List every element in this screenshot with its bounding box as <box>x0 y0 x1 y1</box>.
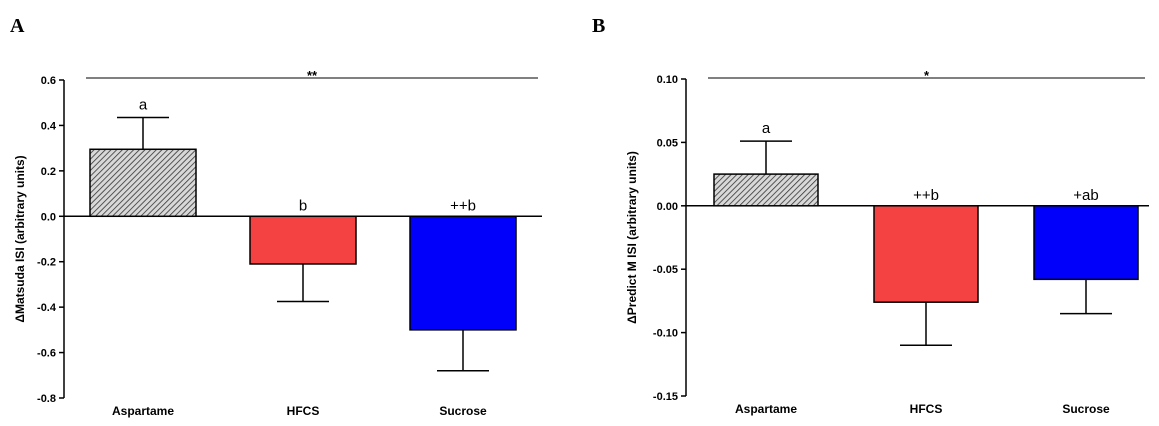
bar-annotation-a-2: b <box>299 197 307 214</box>
y-tick-label-b: -0.10 <box>653 328 678 340</box>
y-tick-label-a: 0.0 <box>41 211 56 223</box>
chart-a: 0.6 0.4 0.2 0.0 -0.2 -0.4 -0.6 -0.8 ** ΔMatsuda I… <box>13 68 542 418</box>
y-tick-label-a: -0.2 <box>37 257 56 269</box>
bar-annotation-b-2: ++b <box>913 187 939 204</box>
x-tick-label-a: Aspartame <box>112 404 174 418</box>
bar-a-aspartame <box>89 148 197 218</box>
bar-annotation-a-3: ++b <box>450 197 476 214</box>
bar-annotation-b-3: +ab <box>1073 187 1098 204</box>
bar-a-sucrose <box>409 215 517 331</box>
y-tick-label-a: 0.6 <box>41 75 56 87</box>
x-tick-label-a: Sucrose <box>439 404 487 418</box>
y-tick-label-a: -0.6 <box>37 348 56 360</box>
y-tick-label-b: 0.05 <box>657 137 678 149</box>
panel-letter-b: B <box>592 15 605 37</box>
x-tick-label-b: HFCS <box>910 402 943 416</box>
y-tick-label-b: 0.10 <box>657 74 678 86</box>
bar-b-sucrose <box>1033 205 1139 281</box>
significance-marker-b: * <box>924 68 930 83</box>
x-tick-label-a: HFCS <box>287 404 320 418</box>
y-tick-label-a: 0.2 <box>41 166 56 178</box>
bar-annotation-b-1: a <box>762 120 771 137</box>
y-tick-label-a: -0.4 <box>37 302 57 314</box>
y-tick-label-a: 0.4 <box>41 120 57 132</box>
y-tick-label-b: 0.00 <box>657 201 678 213</box>
y-tick-label-b: -0.15 <box>653 391 678 403</box>
bar-b-hfcs <box>873 205 979 303</box>
y-tick-label-b: -0.05 <box>653 264 678 276</box>
bar-annotation-a-1: a <box>139 96 148 113</box>
x-tick-label-b: Aspartame <box>735 402 797 416</box>
chart-b: 0.10 0.05 0.00 -0.05 -0.10 -0.15 * ΔPredict M I… <box>625 68 1149 416</box>
x-tick-label-b: Sucrose <box>1062 402 1110 416</box>
panel-letter-a: A <box>10 15 25 37</box>
y-axis-title-b: ΔPredict M ISI (arbitrary units) <box>625 151 639 324</box>
bar-a-hfcs <box>249 215 357 265</box>
bar-b-aspartame <box>713 173 819 207</box>
y-tick-label-a: -0.8 <box>37 393 56 405</box>
y-axis-title-a: ΔMatsuda ISI (arbitrary units) <box>13 155 27 322</box>
significance-marker-a: ** <box>307 68 318 83</box>
